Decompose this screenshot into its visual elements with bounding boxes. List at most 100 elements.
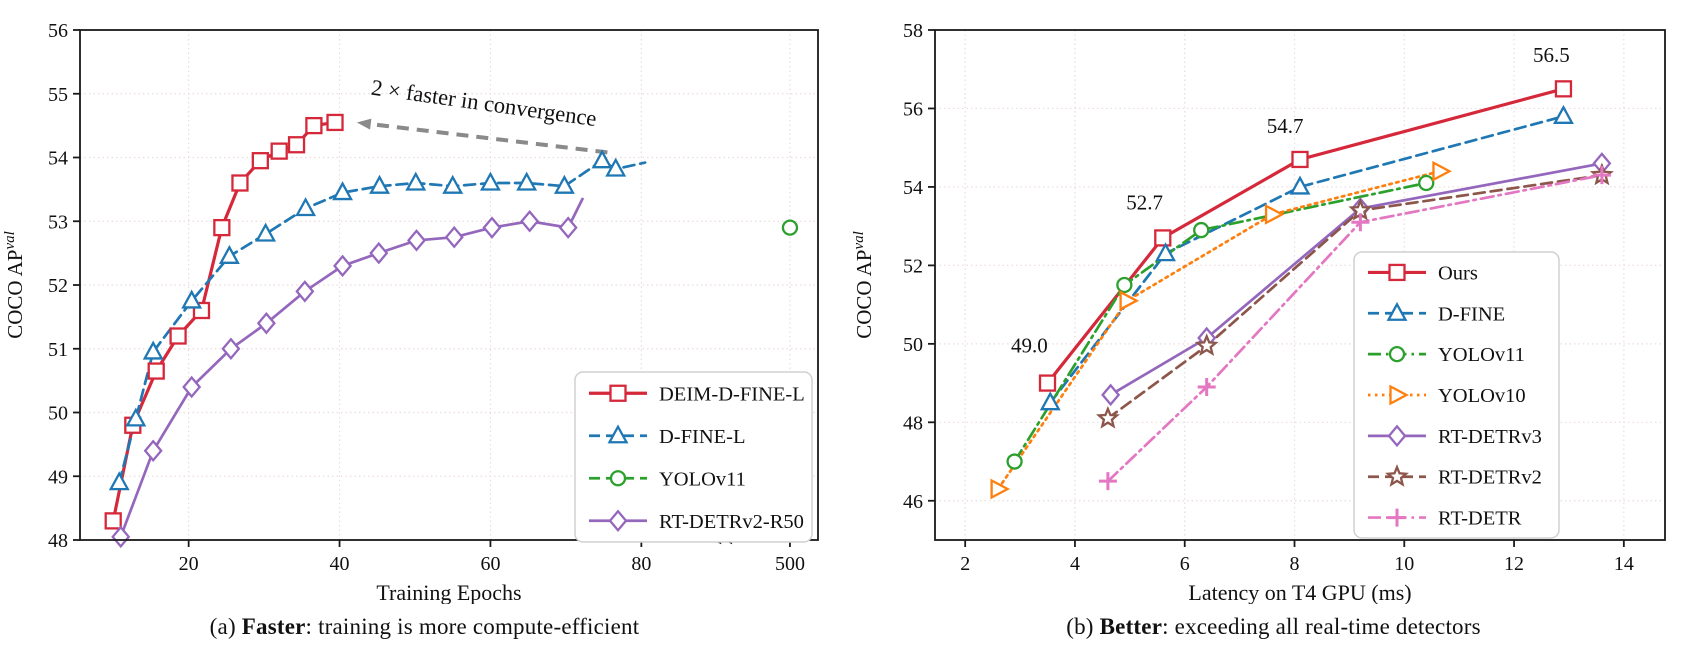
markers-YOLOv10: [990, 160, 1452, 500]
x-tick-label: 4: [1070, 553, 1080, 575]
legend-label: RT-DETRv3: [1438, 426, 1542, 448]
point-label-56.5: 56.5: [1533, 43, 1570, 67]
y-tick-label: 50: [903, 334, 923, 356]
y-tick-label: 53: [48, 211, 68, 233]
legend-item-D-FINE: D-FINE: [1368, 301, 1505, 325]
caption-b-rest: : exceeding all real-time detectors: [1162, 614, 1481, 639]
y-axis-label: COCO APval: [2, 231, 27, 339]
markers-D-FINE: [1039, 104, 1574, 411]
legend-box: [574, 371, 813, 543]
y-tick-label: 54: [48, 148, 68, 170]
legend-item-YOLOv11: YOLOv11: [1368, 344, 1525, 366]
caption-a-bold: Faster: [241, 614, 306, 639]
markers-YOLOv11: [1006, 174, 1435, 470]
y-tick-label: 52: [48, 275, 68, 297]
figure-root: 2 × faster in convergence 20 40 60 80 500 48 49…: [0, 0, 1698, 640]
series-line-RT-DETR: [1106, 173, 1604, 483]
legend-label: Ours: [1438, 262, 1478, 284]
series-line-RT-DETRv3: [1109, 162, 1604, 397]
series-line-DEIM-D-FINE-L: [111, 120, 337, 523]
legend-label: D-FINE: [1438, 303, 1505, 325]
caption-a: (a) Faster: training is more compute-eff…: [0, 604, 849, 640]
point-label-54.7: 54.7: [1267, 114, 1304, 138]
caption-a-rest: : training is more compute-efficient: [305, 614, 640, 639]
legend-label: RT-DETRv2-R50: [659, 511, 804, 533]
legend-label: YOLOv11: [659, 468, 746, 490]
annotation-text: 2 × faster in convergence: [370, 75, 598, 131]
x-axis-label: Training Epochs: [376, 580, 521, 604]
series-line-YOLOv10: [996, 169, 1442, 491]
legend-label: D-FINE-L: [659, 426, 746, 448]
series-line-Ours: [1045, 87, 1566, 385]
legend-item-RT-DETR: RT-DETR: [1368, 508, 1522, 530]
x-tick-label: 2: [960, 553, 970, 575]
markers-RT-DETRv2-R50: [111, 209, 578, 549]
legend-label: DEIM-D-FINE-L: [659, 383, 805, 405]
legend-item-YOLOv10: YOLOv10: [1368, 384, 1526, 407]
series-line-D-FINE-L: [117, 159, 647, 484]
y-tick-label: 58: [903, 20, 923, 42]
point-label-52.7: 52.7: [1126, 191, 1163, 215]
x-tick-label: 6: [1180, 553, 1190, 575]
legend-item-Ours: Ours: [1368, 262, 1478, 284]
x-tick-label: 14: [1614, 553, 1634, 575]
legend-box: [1353, 251, 1560, 539]
y-tick-label: 56: [903, 98, 923, 120]
legend-item-RT-DETRv2: RT-DETRv2: [1368, 464, 1542, 489]
y-tick-label: 51: [48, 339, 68, 361]
legend-item-RT-DETRv2-R50: RT-DETRv2-R50: [589, 509, 804, 533]
y-tick-label: 48: [48, 530, 68, 552]
x-tick-label: 8: [1290, 553, 1300, 575]
markers-RT-DETR: [1098, 166, 1611, 491]
x-tick-label: 80: [631, 553, 651, 575]
legend-item-YOLOv11: YOLOv11: [589, 468, 746, 490]
legend: Ours D-FINE YOLOv11 YOLOv10 RT-DETRv3 RT-DETR…: [1353, 251, 1560, 539]
y-tick-label: 48: [903, 412, 923, 434]
y-tick-label: 54: [903, 177, 923, 199]
legend: DEIM-D-FINE-L D-FINE-L YOLOv11 RT-DETRv2-R5…: [574, 371, 813, 543]
legend-label: RT-DETRv2: [1438, 467, 1542, 489]
markers-Ours: [1038, 80, 1573, 392]
x-tick-label: 40: [330, 553, 350, 575]
x-tick-label: 500: [775, 553, 805, 575]
caption-a-prefix: (a): [209, 614, 242, 639]
chart-b-panel: 2 4 6 8 10 12 14 46 48 50 52 54 56 58 Latency on T4 GP…: [849, 0, 1698, 640]
markers-DEIM-D-FINE-L: [104, 113, 344, 530]
y-tick-label: 52: [903, 255, 923, 277]
legend-item-DEIM-D-FINE-L: DEIM-D-FINE-L: [589, 383, 805, 405]
markers-D-FINE-L: [108, 149, 627, 491]
chart-a-panel: 2 × faster in convergence 20 40 60 80 500 48 49…: [0, 0, 849, 640]
markers-RT-DETRv2: [1096, 162, 1614, 429]
training-epochs-chart: 2 × faster in convergence 20 40 60 80 500 48 49…: [2, 20, 819, 604]
y-tick-label: 50: [48, 403, 68, 425]
caption-b: (b) Better: exceeding all real-time dete…: [849, 604, 1698, 640]
legend-label: YOLOv10: [1438, 385, 1526, 407]
y-tick-label: 46: [903, 491, 923, 513]
x-tick-label: 20: [179, 553, 199, 575]
series-line-RT-DETRv2: [1106, 173, 1604, 420]
caption-b-prefix: (b): [1066, 614, 1100, 639]
x-tick-label: 12: [1504, 553, 1524, 575]
axis-ticks: 20 40 60 80 500 48 49 50 51 52 53 54 55 56: [48, 20, 805, 575]
y-tick-label: 56: [48, 20, 68, 42]
point-label-49.0: 49.0: [1011, 333, 1048, 357]
legend-label: RT-DETR: [1438, 508, 1522, 530]
x-tick-label: 60: [480, 553, 500, 575]
y-tick-label: 55: [48, 84, 68, 106]
markers-YOLOv11: [781, 219, 799, 236]
plot-border: [934, 29, 1666, 541]
series-line-RT-DETRv2-R50: [119, 197, 584, 539]
series-markers: [104, 113, 799, 549]
series-markers: [990, 80, 1614, 500]
legend-item-RT-DETRv3: RT-DETRv3: [1368, 424, 1542, 448]
y-tick-label: 49: [48, 466, 68, 488]
annotation-arrow: [356, 118, 608, 155]
caption-b-bold: Better: [1099, 614, 1163, 639]
legend-item-D-FINE-L: D-FINE-L: [589, 424, 746, 448]
y-axis-label: COCO APval: [851, 231, 876, 339]
x-axis-label: Latency on T4 GPU (ms): [1188, 580, 1411, 604]
legend-label: YOLOv11: [1438, 344, 1525, 366]
x-tick-label: 10: [1394, 553, 1414, 575]
